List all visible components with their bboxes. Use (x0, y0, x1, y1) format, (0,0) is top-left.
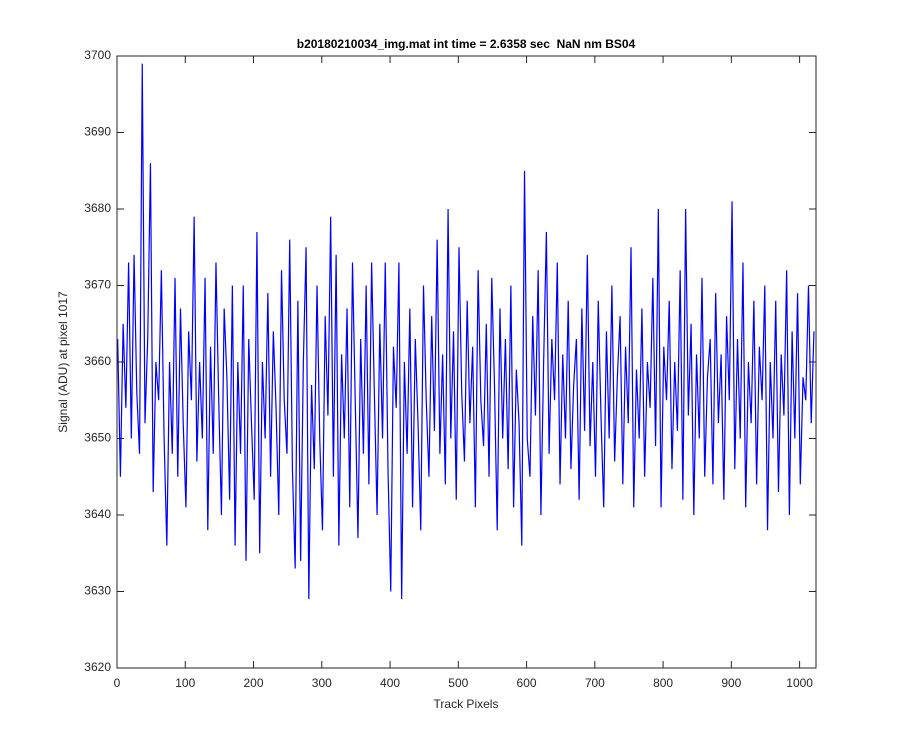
y-tick-label: 3640 (84, 507, 111, 521)
chart-title: b20180210034_img.mat int time = 2.6358 s… (297, 37, 636, 51)
x-tick-label: 300 (312, 676, 332, 690)
data-line (117, 63, 815, 600)
y-axis-label: Signal (ADU) at pixel 1017 (56, 291, 70, 433)
x-tick-label: 500 (448, 676, 468, 690)
y-tick-label: 3680 (84, 201, 111, 215)
y-tick-label: 3660 (84, 354, 111, 368)
x-tick-label: 600 (517, 676, 537, 690)
x-tick-label: 200 (244, 676, 264, 690)
y-tick-label: 3630 (84, 584, 111, 598)
x-axis-label: Track Pixels (434, 697, 499, 711)
y-tick-label: 3700 (84, 48, 111, 62)
x-tick-label: 700 (585, 676, 605, 690)
plot-frame (116, 55, 817, 669)
x-tick-label: 800 (653, 676, 673, 690)
x-tick-label: 1000 (786, 676, 813, 690)
x-tick-label: 100 (175, 676, 195, 690)
x-tick-label: 0 (114, 676, 121, 690)
y-tick-label: 3620 (84, 660, 111, 674)
y-tick-label: 3650 (84, 431, 111, 445)
x-tick-label: 900 (721, 676, 741, 690)
y-tick-label: 3690 (84, 125, 111, 139)
y-tick-label: 3670 (84, 278, 111, 292)
x-tick-label: 400 (380, 676, 400, 690)
